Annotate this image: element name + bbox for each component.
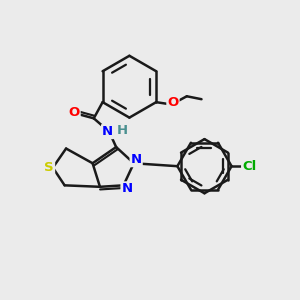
Text: N: N [102, 125, 113, 138]
Text: S: S [44, 161, 54, 174]
Text: H: H [117, 124, 128, 137]
Text: O: O [68, 106, 80, 119]
Text: N: N [130, 153, 142, 166]
Text: Cl: Cl [242, 160, 256, 173]
Text: O: O [167, 96, 178, 109]
Text: N: N [122, 182, 133, 195]
